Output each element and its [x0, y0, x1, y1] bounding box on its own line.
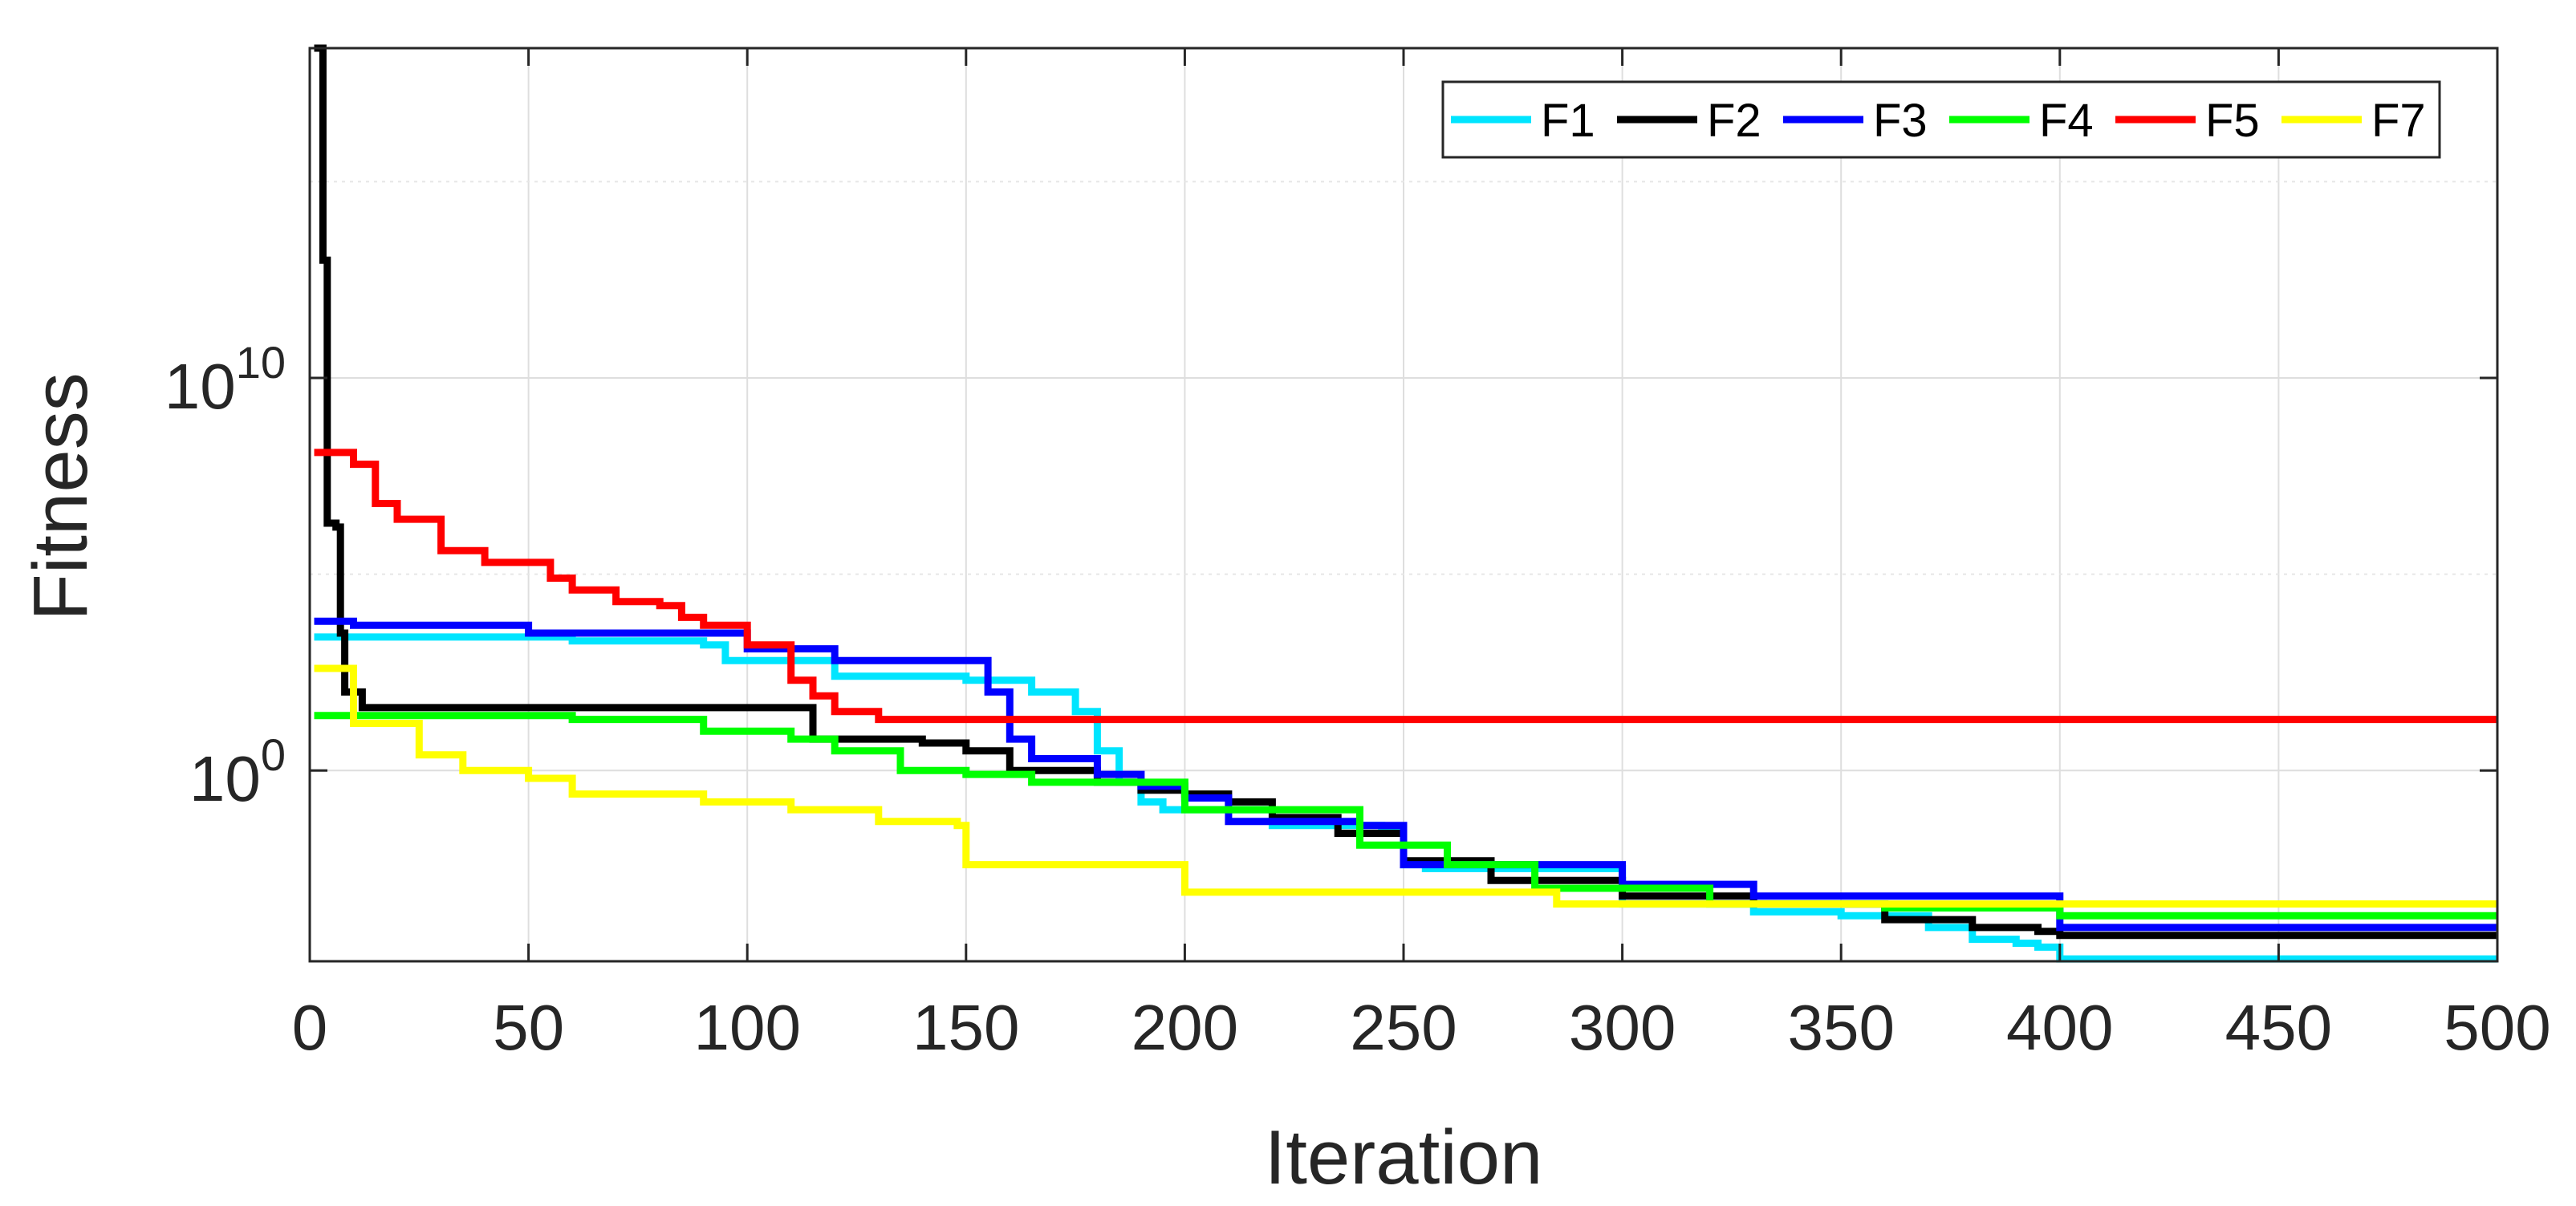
x-tick-label: 500: [2444, 992, 2550, 1063]
legend-box: [1441, 80, 2441, 159]
x-tick-label: 250: [1350, 992, 1457, 1063]
grid-lines: [310, 48, 2497, 961]
series-line-f5: [314, 449, 2497, 724]
x-tick-label: 450: [2225, 992, 2332, 1063]
legend: F1 F2 F3 F4 F5 F7: [1441, 80, 2441, 159]
y-axis-title: Fitness: [18, 372, 104, 620]
series-line-f4: [314, 712, 2497, 920]
legend-label-f5: F5: [2205, 95, 2260, 147]
series-line-f1: [314, 633, 2497, 963]
legend-label-f1: F1: [1541, 95, 1595, 147]
x-tick-label: 100: [693, 992, 800, 1063]
plot-series: [314, 44, 2497, 963]
series-line-f7: [314, 664, 2497, 908]
y-tick-label: 100: [189, 729, 286, 814]
axis-ticks: 0 50 100 150 200 250 300 350 400 450 500 100 1010: [165, 48, 2551, 1063]
x-tick-label: 50: [493, 992, 564, 1063]
y-tick-label: 1010: [165, 337, 286, 422]
legend-label-f2: F2: [1707, 95, 1761, 147]
x-tick-label: 300: [1569, 992, 1676, 1063]
x-tick-label: 150: [912, 992, 1019, 1063]
legend-label-f3: F3: [1873, 95, 1928, 147]
x-tick-label: 200: [1132, 992, 1238, 1063]
x-tick-label: 0: [292, 992, 328, 1063]
x-axis-title: Iteration: [1265, 1115, 1543, 1200]
legend-label-f7: F7: [2371, 95, 2426, 147]
x-tick-label: 400: [2006, 992, 2113, 1063]
series-line-f3: [314, 617, 2497, 932]
legend-label-f4: F4: [2039, 95, 2094, 147]
x-tick-label: 350: [1787, 992, 1894, 1063]
